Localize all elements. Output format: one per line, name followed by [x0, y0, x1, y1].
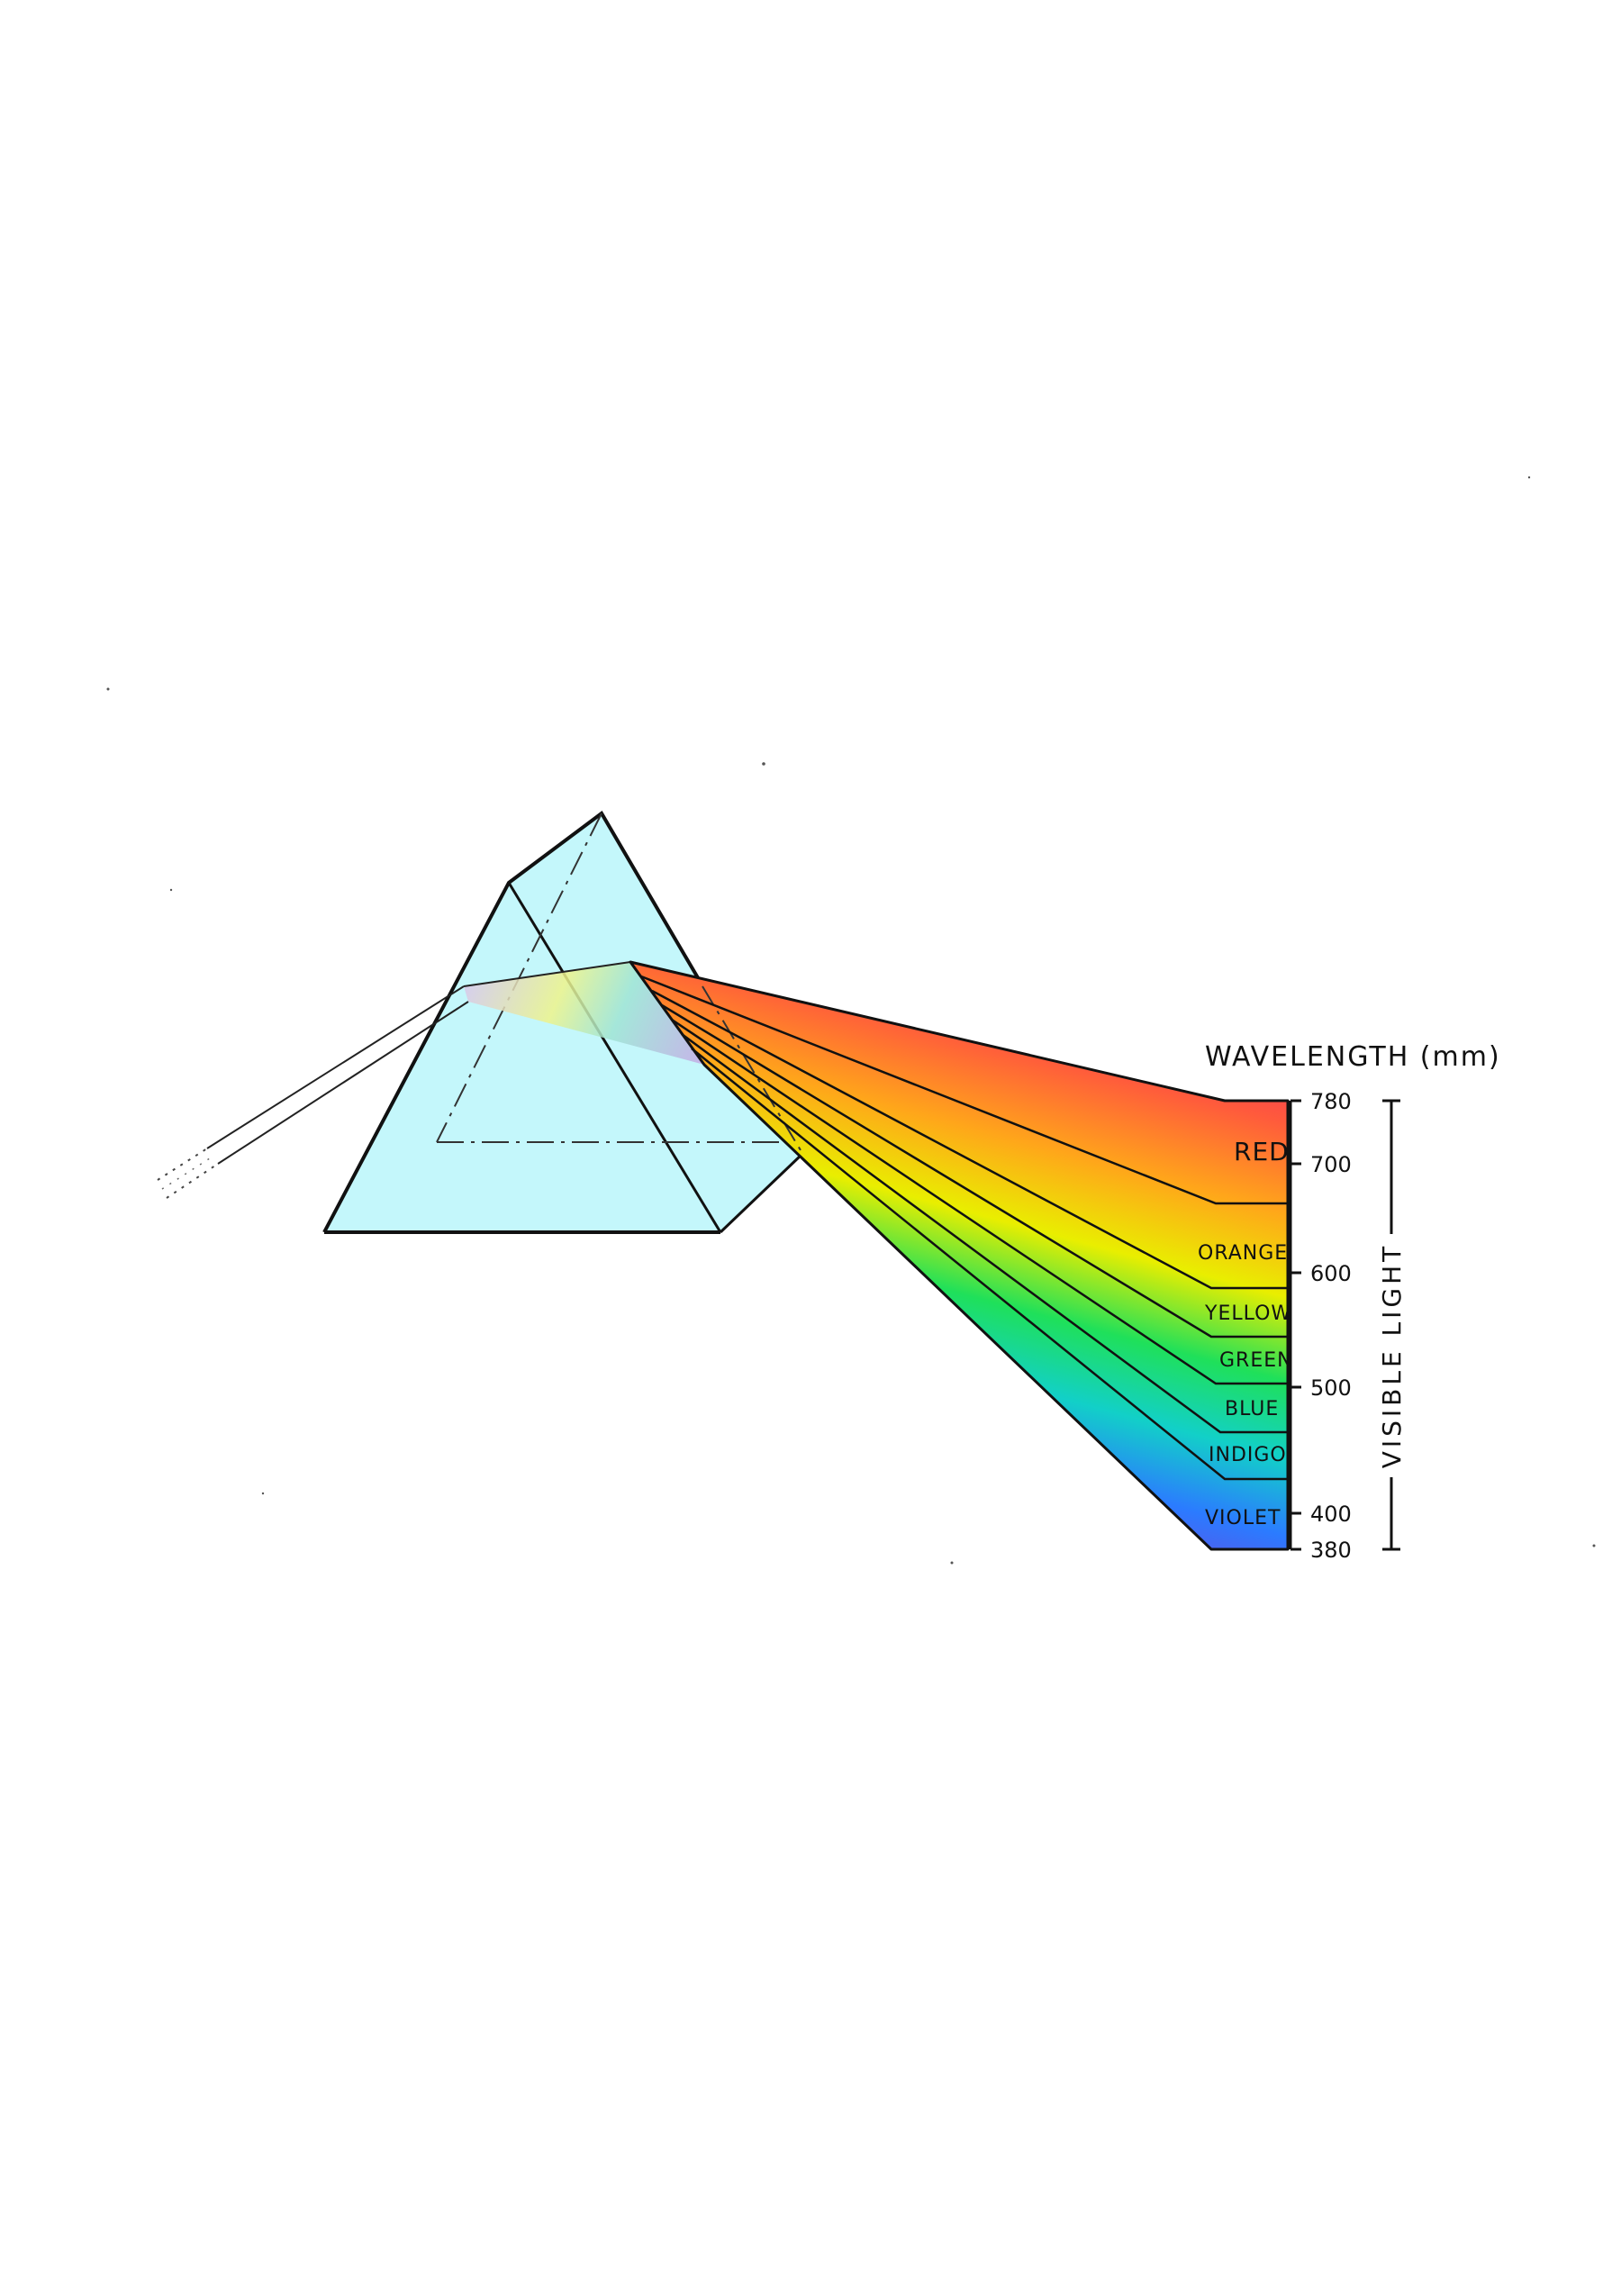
band-label-red: RED — [1234, 1137, 1290, 1166]
beam-dotted-top — [157, 1148, 208, 1181]
band-dividers — [640, 975, 1288, 1481]
speck — [1592, 1544, 1596, 1547]
band-labels: RED ORANGE YELLOW GREEN BLUE INDIGO VIOL… — [1198, 1137, 1293, 1529]
band-label-orange: ORANGE — [1198, 1242, 1288, 1265]
speck — [261, 1492, 265, 1495]
divider-indigo-violet — [691, 1048, 1288, 1481]
divider-green-blue — [671, 1018, 1288, 1385]
divider-yellow-green — [661, 1003, 1288, 1339]
prism-front-edge — [507, 882, 722, 1233]
speck — [169, 888, 173, 892]
spectrum-fan — [629, 960, 1290, 1551]
paper-specks — [106, 476, 1596, 1565]
speck — [1527, 476, 1531, 479]
refracted-beam-outline — [463, 961, 631, 987]
speck — [106, 687, 110, 691]
tick-label-500: 500 — [1310, 1375, 1352, 1401]
tick-label-780: 780 — [1310, 1089, 1352, 1114]
tick-label-380: 380 — [1310, 1538, 1352, 1563]
incoming-light-beam — [157, 985, 469, 1199]
beam-dotted-mid — [161, 1156, 213, 1190]
band-label-blue: BLUE — [1225, 1398, 1279, 1420]
visible-light-label: VISIBLE LIGHT — [1377, 1243, 1407, 1469]
beam-line-bottom — [217, 1001, 469, 1165]
tick-label-400: 400 — [1310, 1502, 1352, 1527]
band-label-green: GREEN — [1219, 1349, 1293, 1372]
divider-orange-yellow — [651, 989, 1288, 1290]
divider-red-orange — [640, 975, 1288, 1205]
tick-label-700: 700 — [1310, 1152, 1352, 1177]
beam-dotted-bottom — [166, 1163, 219, 1199]
wavelength-scale: 780 700 600 500 400 380 — [1289, 1089, 1352, 1563]
speck — [762, 762, 765, 766]
beam-line-top — [206, 985, 465, 1149]
band-label-yellow: YELLOW — [1204, 1302, 1291, 1325]
divider-blue-indigo — [681, 1032, 1288, 1434]
visible-light-bracket: VISIBLE LIGHT — [1377, 1099, 1407, 1551]
prism-back-right-edge — [719, 1153, 803, 1234]
band-label-indigo: INDIGO — [1209, 1444, 1287, 1466]
refracted-beam-inside — [464, 962, 704, 1065]
band-label-violet: VIOLET — [1205, 1507, 1281, 1529]
tick-label-600: 600 — [1310, 1261, 1352, 1286]
wavelength-title: WAVELENGTH (mm) — [1205, 1041, 1501, 1073]
speck — [950, 1561, 954, 1565]
prism-hidden-edge-right — [702, 985, 804, 1156]
